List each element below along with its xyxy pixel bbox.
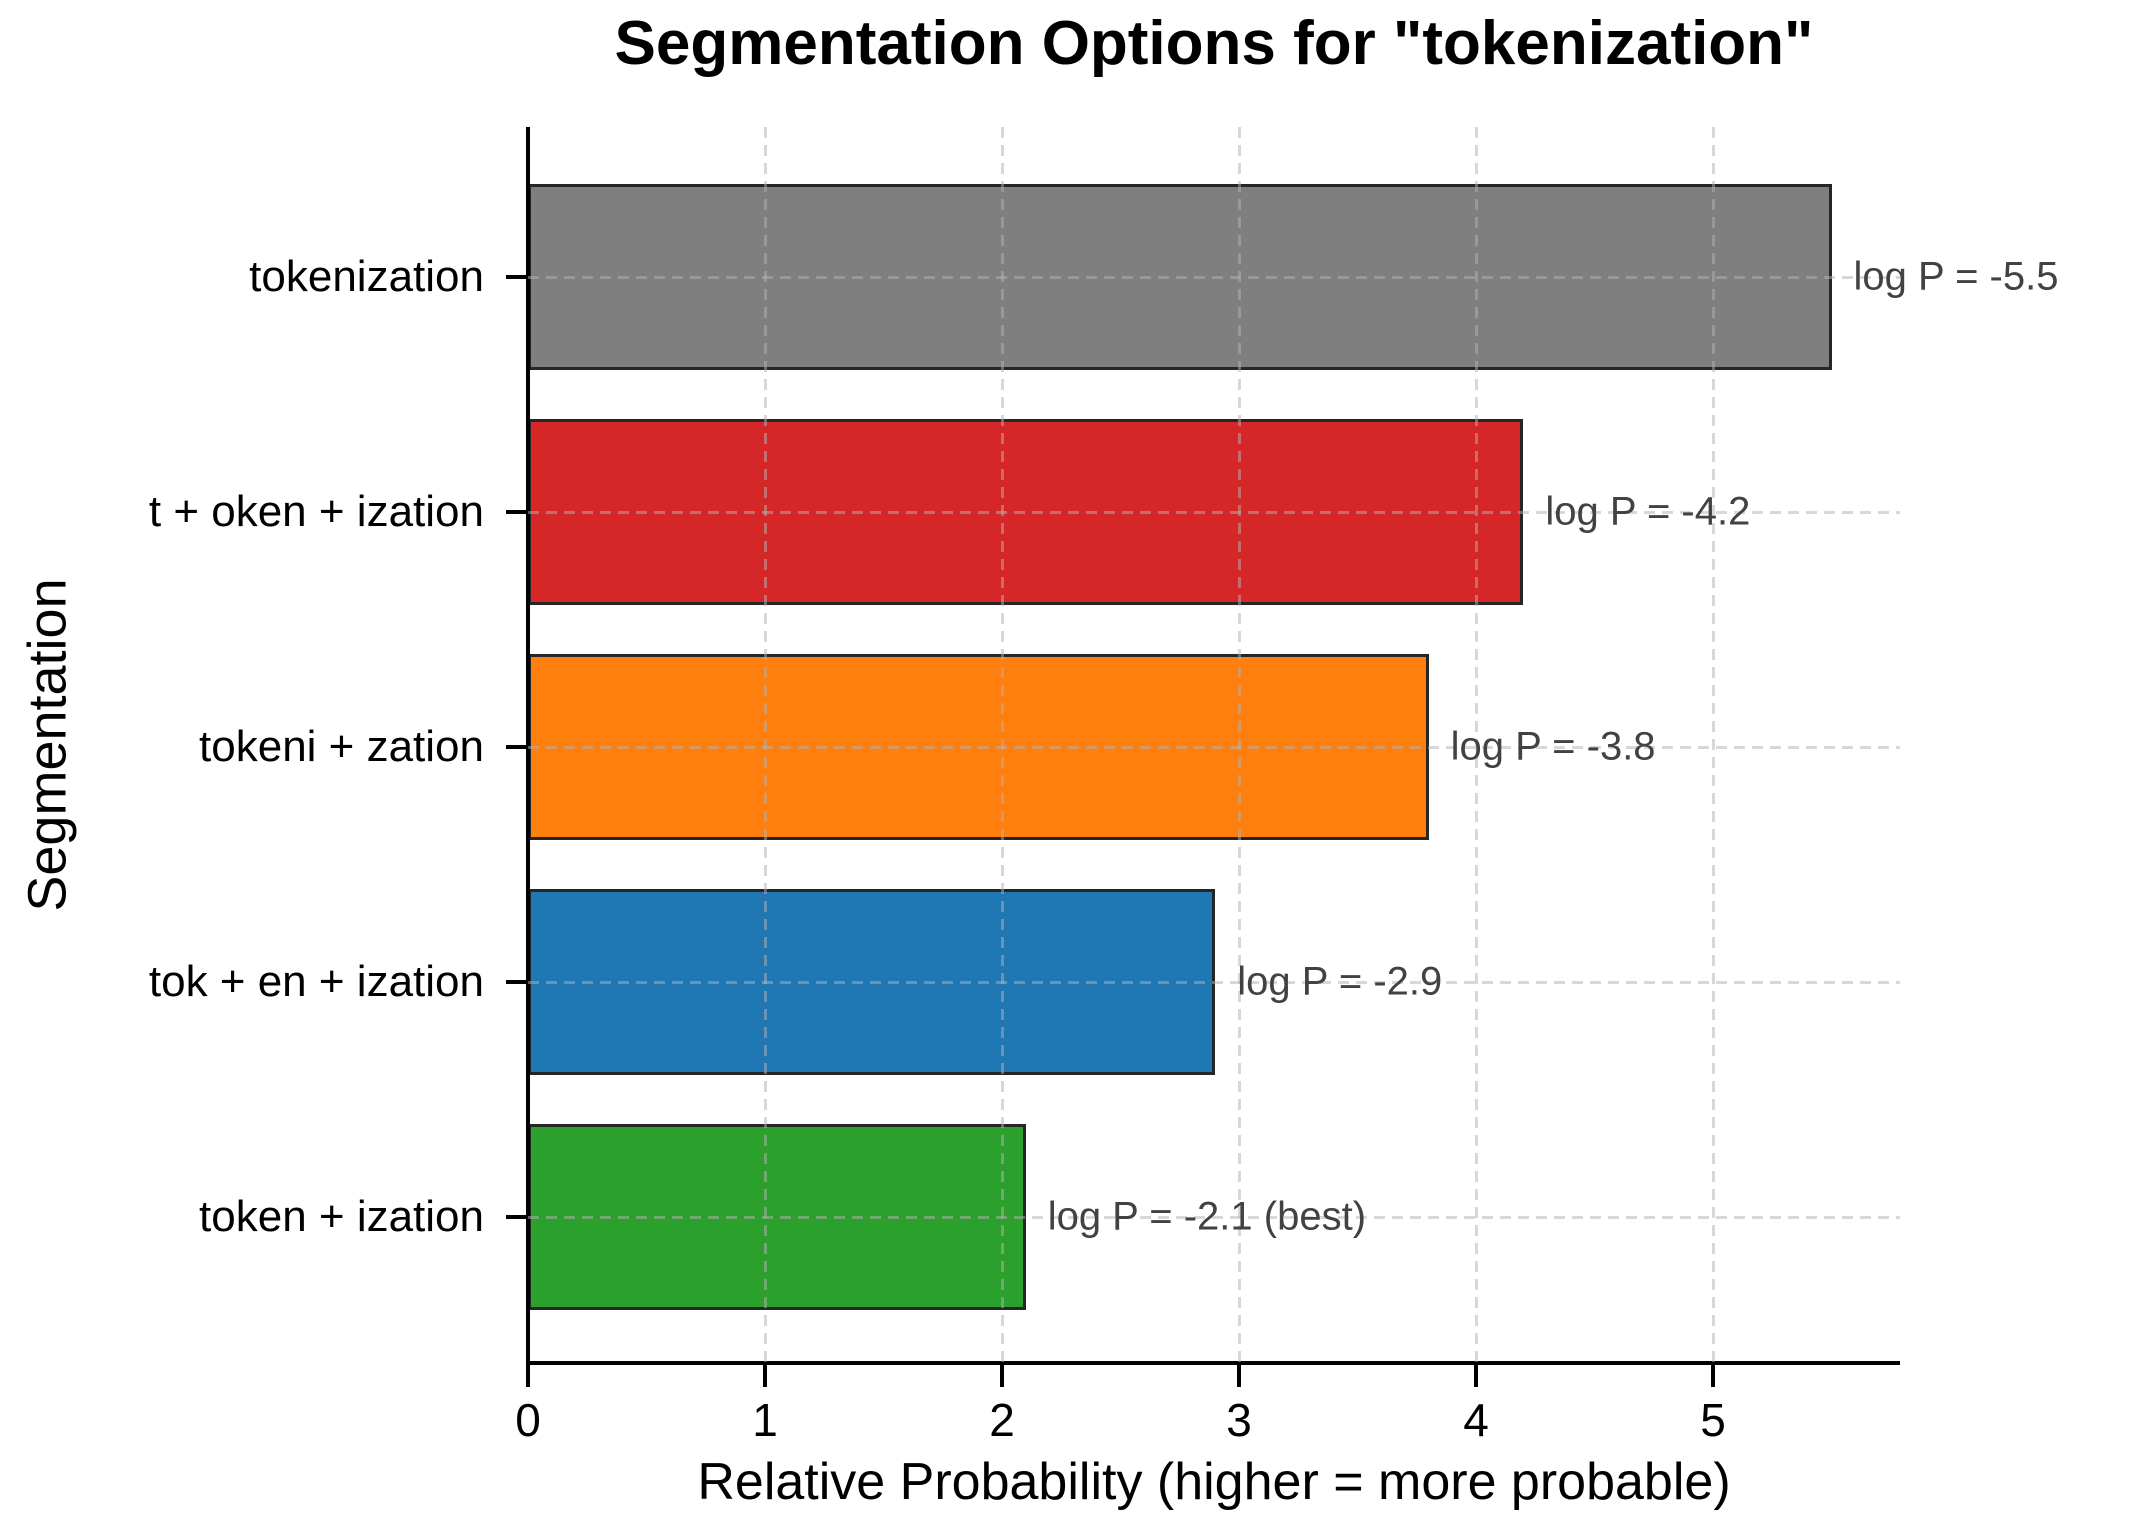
y-axis-tick <box>506 745 526 749</box>
y-tick-label: tokenization <box>249 252 484 301</box>
x-axis-tick <box>1000 1365 1004 1387</box>
y-tick-label: tok + en + ization <box>148 957 484 1006</box>
vertical-gridline <box>1000 127 1004 1363</box>
y-axis-label-container: Segmentation <box>0 127 96 1363</box>
vertical-gridline <box>763 127 767 1363</box>
x-tick-label: 1 <box>752 1394 778 1446</box>
bar-value-label: log P = -2.1 (best) <box>1047 1194 1367 1239</box>
y-axis-tick <box>506 1215 526 1219</box>
x-axis-tick <box>763 1365 767 1387</box>
horizontal-gridline <box>528 745 1900 749</box>
x-axis-label: Relative Probability (higher = more prob… <box>697 1453 1731 1511</box>
bar-value-label: log P = -2.9 <box>1237 959 1443 1004</box>
x-tick-label: 4 <box>1463 1394 1489 1446</box>
y-axis-tick <box>506 275 526 279</box>
x-axis-tick <box>1237 1365 1241 1387</box>
x-axis-spine <box>526 1361 1900 1365</box>
y-tick-label: tokeni + zation <box>199 722 484 771</box>
y-axis-tick <box>506 510 526 514</box>
x-axis-tick <box>526 1365 530 1387</box>
x-tick-label: 0 <box>515 1394 541 1446</box>
bar-value-label: log P = -3.8 <box>1450 724 1656 769</box>
x-axis-tick <box>1711 1365 1715 1387</box>
x-tick-label: 3 <box>1226 1394 1252 1446</box>
plot-area: 0 1 2 3 4 5 log P = -5.5 tokenization log P = -4… <box>149 127 2058 1446</box>
y-tick-label: token + ization <box>199 1192 484 1241</box>
vertical-gridline <box>1237 127 1241 1363</box>
chart-title: Segmentation Options for "tokenization" <box>614 9 1814 78</box>
x-tick-label: 2 <box>989 1394 1015 1446</box>
x-axis-tick <box>1474 1365 1478 1387</box>
horizontal-gridline <box>528 980 1900 984</box>
vertical-gridline <box>1474 127 1478 1363</box>
horizontal-gridline <box>528 510 1900 514</box>
x-tick-label: 5 <box>1700 1394 1726 1446</box>
horizontal-gridline <box>528 1215 1900 1219</box>
bar-value-label: log P = -4.2 <box>1545 489 1751 534</box>
y-axis-tick <box>506 980 526 984</box>
bar-value-label: log P = -5.5 <box>1853 254 2059 299</box>
horizontal-gridline <box>528 275 1900 279</box>
y-tick-label: t + oken + ization <box>148 487 484 536</box>
y-axis-label: Segmentation <box>18 578 79 912</box>
vertical-gridline <box>1711 127 1715 1363</box>
